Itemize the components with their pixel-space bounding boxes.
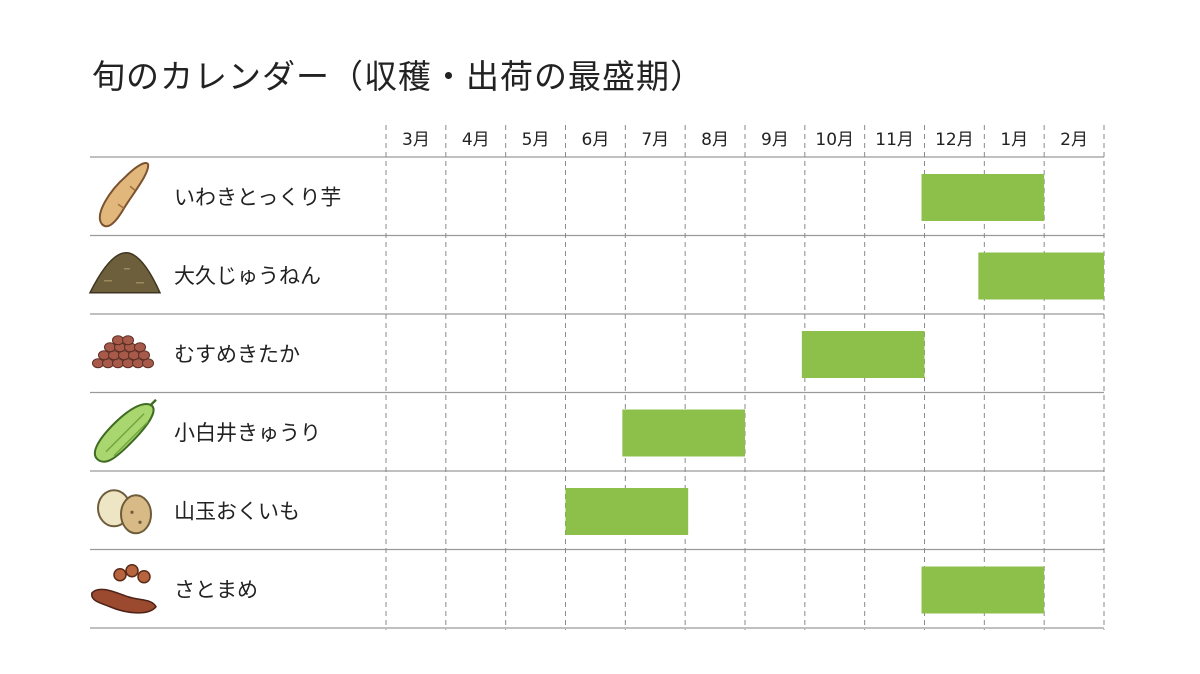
bean-shape xyxy=(92,358,104,369)
taro-eye xyxy=(138,520,142,524)
cucumber-stripe xyxy=(105,413,149,457)
taro-icon xyxy=(97,489,152,535)
bean-shape xyxy=(122,335,134,346)
bean-shape xyxy=(98,350,110,361)
season-bar xyxy=(801,331,925,378)
seed-pile-texture xyxy=(104,268,144,284)
soybean-shape xyxy=(137,570,151,584)
month-labels: 3月 4月 5月 6月 7月 8月 9月 10月 11月 12月 1月 2月 xyxy=(402,130,1088,150)
perilla-seed-pile-icon xyxy=(88,251,162,294)
month-label: 3月 xyxy=(402,130,430,150)
season-bars xyxy=(565,174,1104,614)
chart-title: 旬のカレンダー（収穫・出荷の最盛期） xyxy=(92,57,704,96)
sweet-potato-mark xyxy=(117,185,136,209)
bean-shape xyxy=(112,335,124,346)
crop-label: さとまめ xyxy=(174,578,258,602)
red-bean-pile-icon xyxy=(92,335,154,369)
soybean-shape xyxy=(125,564,139,578)
bean-shape xyxy=(104,342,116,353)
month-label: 2月 xyxy=(1060,130,1088,150)
season-bar xyxy=(978,252,1104,300)
month-label: 11月 xyxy=(875,130,914,150)
season-bar xyxy=(921,174,1045,221)
month-label: 12月 xyxy=(935,130,974,150)
season-bar xyxy=(565,488,689,535)
taro-shape-right xyxy=(120,494,152,535)
crop-label: 大久じゅうねん xyxy=(174,264,321,288)
month-label: 10月 xyxy=(815,130,854,150)
crop-label: 小白井きゅうり xyxy=(174,421,321,445)
month-label: 1月 xyxy=(1000,130,1028,150)
crop-label: いわきとっくり芋 xyxy=(174,185,341,209)
cucumber-stem xyxy=(149,398,157,407)
month-label: 7月 xyxy=(641,130,669,150)
cucumber-icon xyxy=(93,398,157,463)
month-label: 8月 xyxy=(701,130,729,150)
month-label: 5月 xyxy=(522,130,550,150)
seed-pile-shape xyxy=(88,251,162,294)
month-label: 4月 xyxy=(462,130,490,150)
soybean-shape xyxy=(113,568,127,582)
crop-label: 山玉おくいも xyxy=(174,499,300,523)
taro-eye xyxy=(130,510,134,514)
season-bar xyxy=(622,409,745,457)
sweet-potato-shape xyxy=(99,162,150,228)
sweet-potato-icon xyxy=(99,162,150,228)
month-label: 9月 xyxy=(761,130,789,150)
bean-shape xyxy=(134,342,146,353)
month-label: 6月 xyxy=(582,130,610,150)
season-bar xyxy=(921,566,1045,614)
crop-icons xyxy=(88,162,162,614)
crop-label: むすめきたか xyxy=(174,342,300,366)
soybean-pod-shape xyxy=(91,588,157,614)
soybean-icon xyxy=(91,564,157,614)
